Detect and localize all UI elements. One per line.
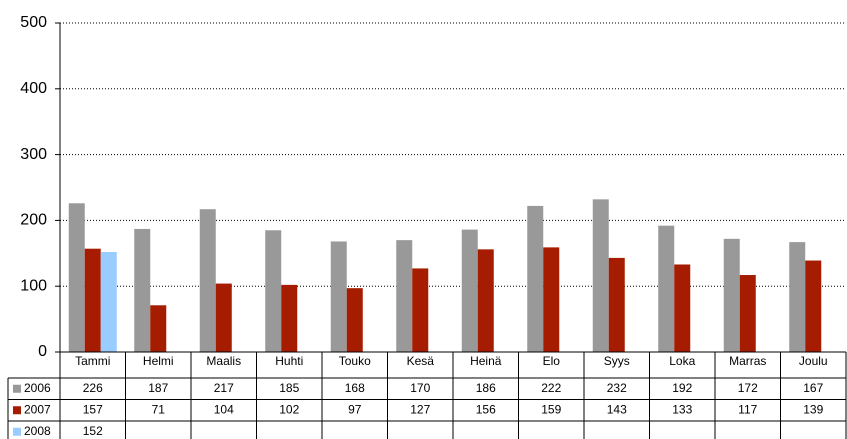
table-value: 71 [152, 402, 166, 416]
x-tick-label: Heinä [470, 354, 502, 368]
table-value: 117 [738, 402, 757, 416]
table-value: 167 [803, 381, 823, 395]
bar [281, 284, 298, 352]
bar [134, 228, 151, 352]
bar [396, 240, 413, 352]
table-value: 187 [148, 381, 168, 395]
table-value: 192 [672, 381, 692, 395]
y-tick-label: 100 [20, 277, 47, 294]
table-value: 186 [476, 381, 496, 395]
bar [199, 209, 216, 352]
bar [461, 229, 478, 352]
bar [723, 238, 740, 352]
bar [150, 305, 167, 352]
bar [658, 225, 675, 352]
legend-swatch [13, 406, 21, 415]
bar [789, 242, 806, 352]
bar [412, 268, 429, 352]
table-value: 232 [607, 381, 627, 395]
y-tick-label: 200 [20, 212, 47, 229]
table-value: 226 [83, 381, 103, 395]
bar [330, 241, 347, 352]
x-tick-label: Joulu [799, 354, 828, 368]
bar [477, 249, 494, 352]
x-tick-label: Helmi [143, 354, 174, 368]
table-value: 156 [476, 402, 496, 416]
y-tick-label: 400 [20, 80, 47, 97]
table-value: 157 [83, 402, 103, 416]
bar [608, 257, 625, 352]
bar [346, 288, 363, 352]
table-value: 127 [410, 402, 430, 416]
table-value: 159 [541, 402, 561, 416]
bar [543, 247, 560, 352]
table-value: 168 [345, 381, 365, 395]
table-value: 185 [279, 381, 299, 395]
bar [215, 283, 232, 352]
bar [592, 199, 609, 352]
x-tick-label: Touko [339, 354, 371, 368]
legend-label: 2007 [24, 402, 51, 416]
bar [68, 203, 85, 352]
x-tick-label: Marras [729, 354, 766, 368]
table-value: 139 [803, 402, 823, 416]
y-tick-label: 0 [38, 343, 47, 360]
bar [100, 251, 117, 352]
y-tick-label: 500 [20, 14, 47, 31]
bar [527, 205, 544, 352]
table-value: 222 [541, 381, 561, 395]
x-tick-label: Kesä [407, 354, 435, 368]
x-tick-label: Maalis [206, 354, 241, 368]
table-value: 172 [738, 381, 758, 395]
bar [805, 260, 822, 352]
table-value: 152 [83, 424, 103, 438]
table-value: 97 [348, 402, 362, 416]
table-value: 143 [607, 402, 627, 416]
y-tick-label: 300 [20, 146, 47, 163]
table-value: 217 [214, 381, 234, 395]
x-tick-label: Syys [604, 354, 630, 368]
x-tick-label: Loka [669, 354, 695, 368]
x-tick-label: Tammi [75, 354, 110, 368]
table-value: 133 [672, 402, 692, 416]
table-value: 170 [410, 381, 430, 395]
table-value: 104 [214, 402, 234, 416]
x-tick-label: Elo [543, 354, 561, 368]
bar [674, 264, 691, 352]
table-value: 102 [279, 402, 299, 416]
x-tick-label: Huhti [275, 354, 303, 368]
legend-label: 2008 [24, 424, 51, 438]
legend-label: 2006 [24, 381, 51, 395]
bar [265, 230, 282, 352]
bar [84, 248, 101, 352]
bar [739, 275, 756, 352]
legend-swatch [13, 427, 21, 436]
legend-swatch [13, 384, 21, 393]
